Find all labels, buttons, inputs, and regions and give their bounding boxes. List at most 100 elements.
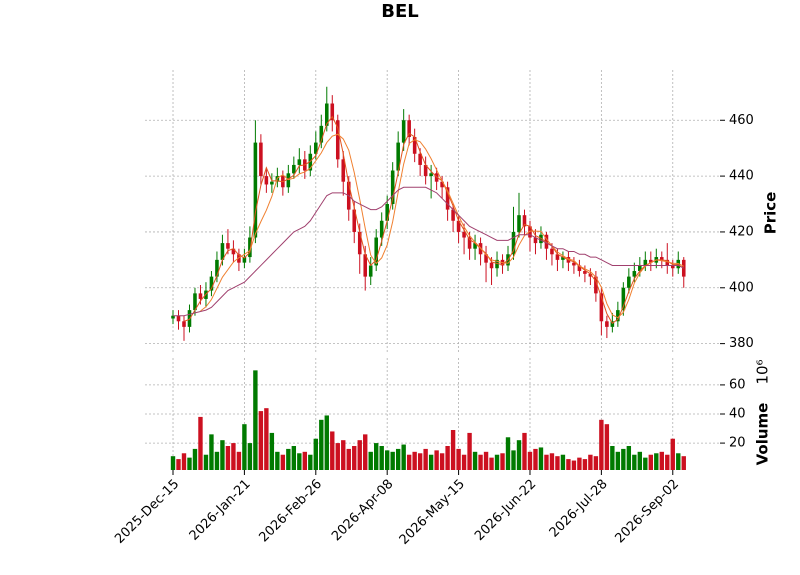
candle-body xyxy=(314,142,318,154)
candle-body xyxy=(610,321,615,327)
candle-body xyxy=(484,254,488,263)
candle-body xyxy=(182,321,186,327)
x-tick-label: 2026-May-15 xyxy=(397,477,468,548)
volume-bar xyxy=(555,456,560,470)
volume-bar xyxy=(330,431,335,470)
candle-body xyxy=(292,164,296,174)
volume-bar xyxy=(648,454,653,470)
x-tick-label: 2026-Feb-26 xyxy=(256,477,325,546)
volume-bar xyxy=(280,454,286,470)
candle-body xyxy=(440,181,444,188)
volume-bar xyxy=(203,454,209,470)
candle-body xyxy=(357,231,362,255)
volume-bar xyxy=(483,451,489,470)
volume-bar xyxy=(341,440,346,470)
candle-body xyxy=(467,237,472,249)
volume-bar xyxy=(533,448,538,470)
candle-body xyxy=(412,137,417,154)
volume-bar xyxy=(275,451,280,470)
volume-bar xyxy=(434,450,439,470)
candle-body xyxy=(528,226,532,238)
candle-body xyxy=(429,173,433,177)
volume-bar xyxy=(187,457,192,470)
volume-bar xyxy=(324,415,329,470)
volume-bar xyxy=(505,437,511,470)
volume-bar xyxy=(599,419,604,470)
volume-bar xyxy=(319,419,324,470)
volume-bar xyxy=(363,434,368,470)
volume-bar xyxy=(374,443,379,470)
volume-bar xyxy=(236,451,242,470)
moving-average-line xyxy=(173,186,684,317)
candle-body xyxy=(649,259,653,263)
volume-bar xyxy=(604,424,610,470)
volume-bar xyxy=(231,443,236,470)
candle-body xyxy=(209,276,214,291)
candle-body xyxy=(231,248,236,255)
volume-bar xyxy=(665,454,670,470)
candle-body xyxy=(220,243,225,260)
candle-body xyxy=(599,293,604,322)
volume-bar xyxy=(643,457,648,470)
volume-bar xyxy=(335,443,340,470)
candle-body xyxy=(445,187,450,210)
volume-bar xyxy=(439,453,445,470)
volume-bar xyxy=(170,456,176,470)
candle-body xyxy=(577,265,582,272)
candle-body xyxy=(638,265,642,272)
candle-body xyxy=(511,231,516,255)
volume-bar xyxy=(632,454,637,470)
volume-bar xyxy=(527,451,533,470)
volume-axis-label: Volume xyxy=(754,403,772,466)
volume-bar xyxy=(516,440,522,470)
candle-body xyxy=(330,103,335,121)
candle-body xyxy=(171,315,175,319)
volume-bar xyxy=(209,434,214,470)
volume-bar xyxy=(264,408,269,470)
candle-body xyxy=(341,159,346,182)
volume-bar xyxy=(401,444,406,470)
candle-body xyxy=(297,159,302,165)
candle-body xyxy=(660,257,664,260)
candle-body xyxy=(588,273,593,277)
candle-body xyxy=(215,259,219,277)
volume-bar xyxy=(302,451,308,470)
candle-body xyxy=(418,153,422,165)
candle-body xyxy=(374,237,378,266)
candle-body xyxy=(489,262,494,269)
volume-bar xyxy=(352,446,357,470)
volume-bar xyxy=(467,432,472,470)
volume-bar xyxy=(384,450,390,470)
x-tick-label: 2026-Apr-08 xyxy=(329,477,396,544)
candle-body xyxy=(253,142,258,238)
candle-body xyxy=(583,271,587,274)
volume-bar xyxy=(676,453,681,470)
candle-body xyxy=(319,125,324,143)
candle-body xyxy=(368,265,373,277)
candle-body xyxy=(242,257,247,263)
volume-bar xyxy=(214,451,220,470)
candle-body xyxy=(324,103,329,126)
volume-bar xyxy=(577,457,582,470)
volume-bar xyxy=(659,451,664,470)
volume-bar xyxy=(313,438,318,470)
candle-body xyxy=(198,293,203,299)
candle-body xyxy=(396,142,400,171)
candle-body xyxy=(605,321,609,327)
volume-bar xyxy=(428,454,434,470)
volume-bar xyxy=(181,453,187,470)
volume-bar xyxy=(489,457,494,470)
y-tick-label: 400 xyxy=(729,280,754,295)
volume-bar xyxy=(286,448,291,470)
candle-body xyxy=(363,254,368,277)
candle-body xyxy=(495,259,499,269)
volume-bar xyxy=(637,451,643,470)
volume-bar xyxy=(544,454,549,470)
volume-bar xyxy=(654,453,659,470)
candle-body xyxy=(451,209,455,221)
candle-body xyxy=(665,259,670,266)
volume-scale-label: 10⁶ xyxy=(754,359,772,384)
volume-bar xyxy=(571,460,577,470)
candle-body xyxy=(616,310,620,322)
candle-body xyxy=(226,243,230,249)
